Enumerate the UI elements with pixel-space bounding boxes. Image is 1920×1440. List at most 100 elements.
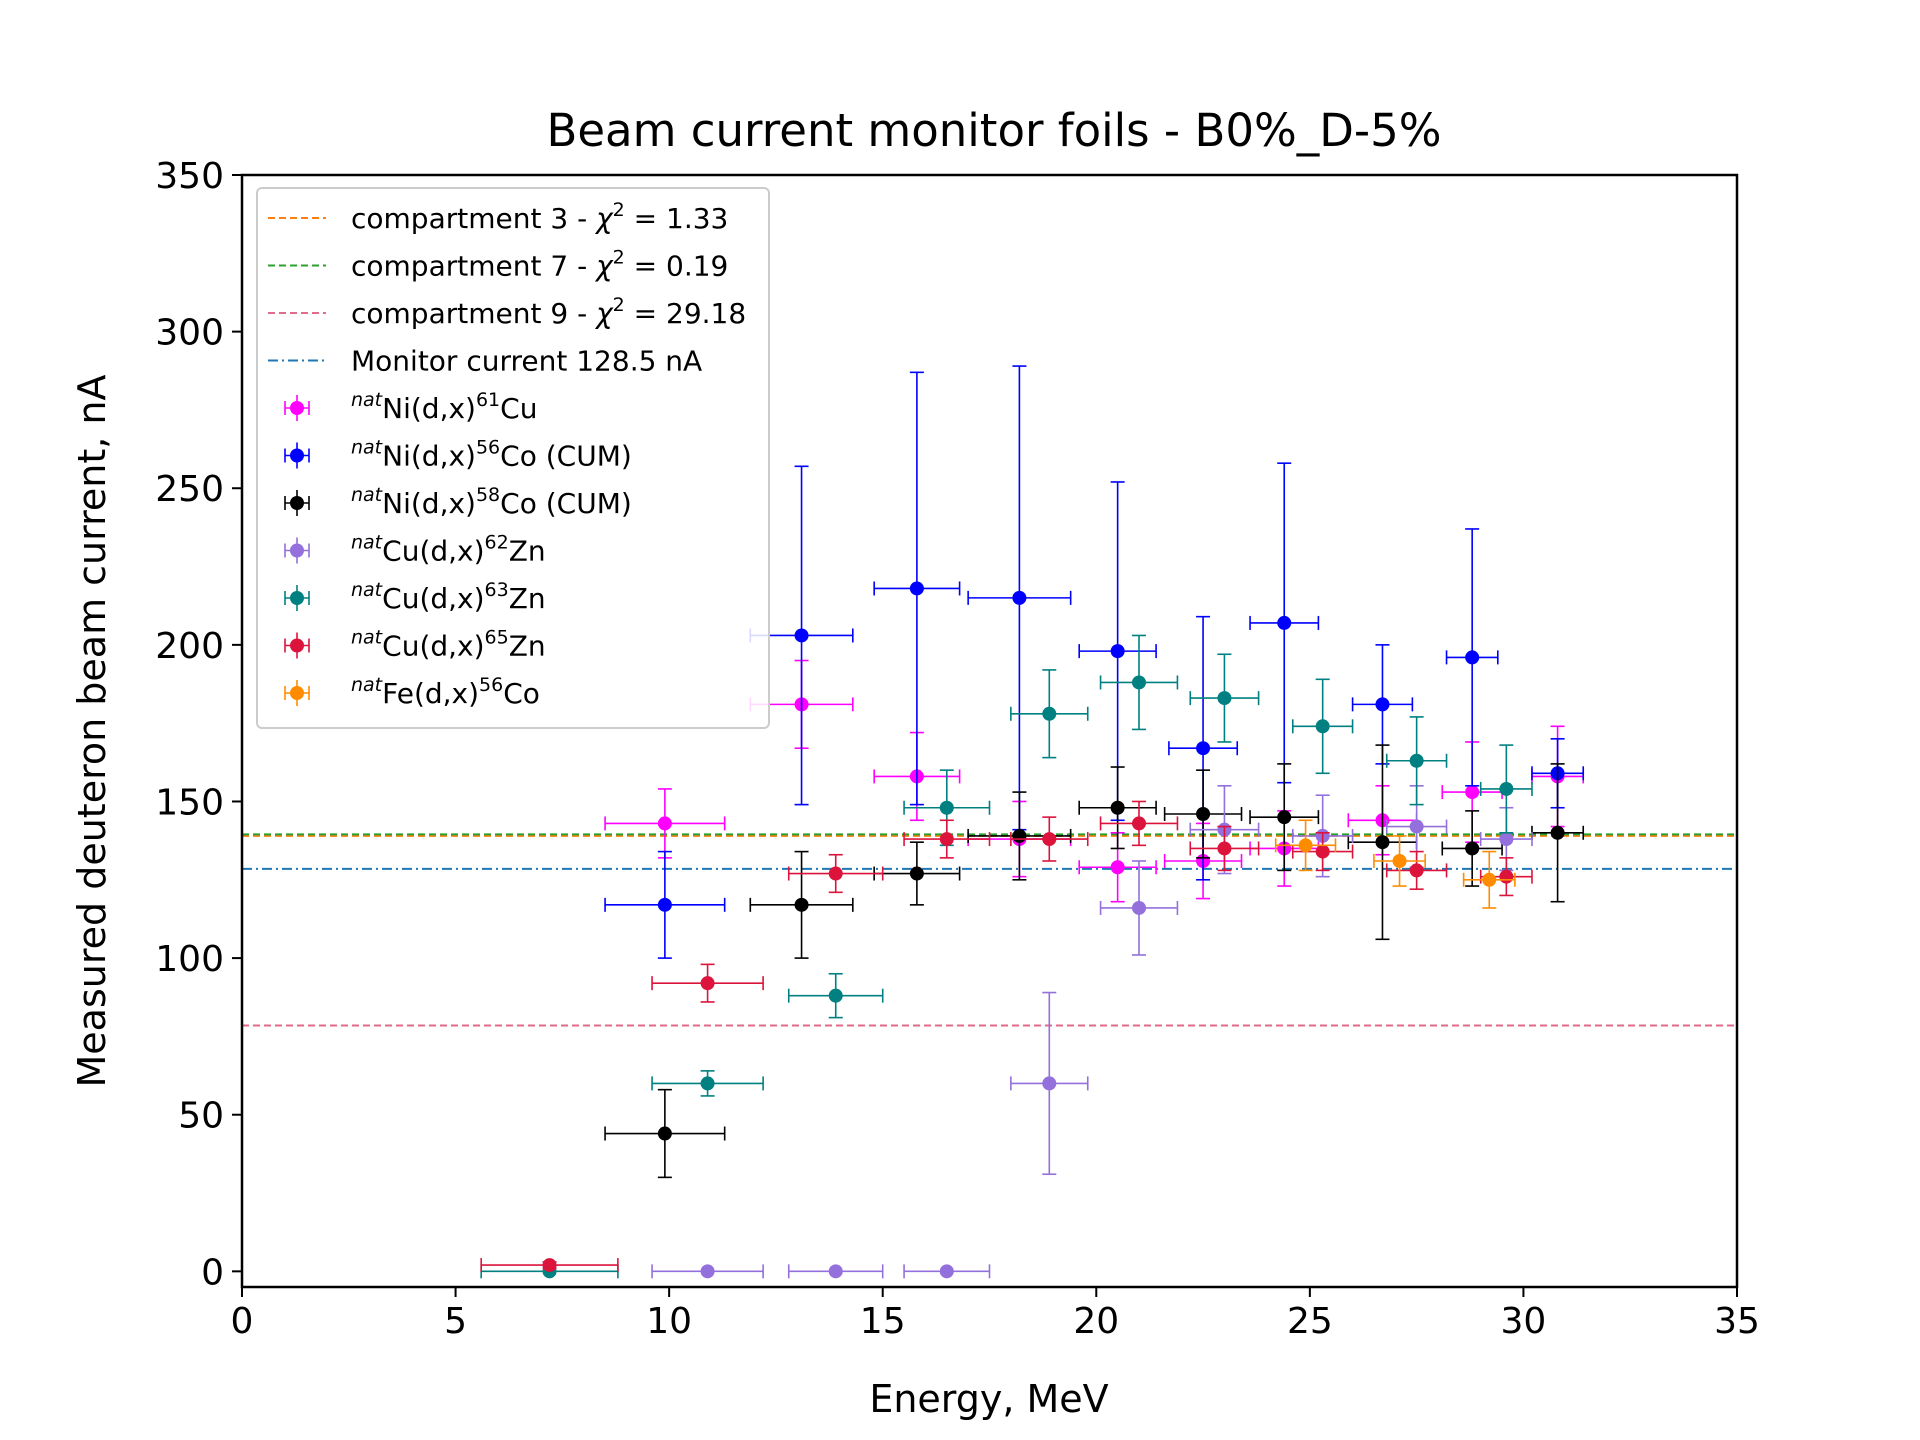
data-point-4-4	[1010, 669, 1089, 759]
data-point-5-3	[903, 819, 991, 859]
data-point-2-6	[1249, 763, 1320, 872]
marker	[542, 1258, 557, 1273]
legend-superscript: 2	[613, 294, 625, 316]
legend-swatch-marker	[290, 686, 304, 700]
legend-chi-value: = 29.18	[625, 297, 746, 330]
marker	[828, 988, 843, 1003]
data-point-4-8	[1385, 716, 1448, 806]
x-tick-label: 5	[444, 1301, 467, 1342]
legend-entry-label: compartment 9 -	[351, 297, 596, 330]
data-point-5-1	[651, 963, 764, 1003]
marker	[657, 897, 672, 912]
legend-series-product: Co	[503, 677, 540, 710]
series-5	[480, 800, 1533, 1273]
marker	[1409, 863, 1424, 878]
legend-series-product: Zn	[509, 535, 546, 568]
data-point-6-2	[1462, 850, 1516, 909]
legend-series-product: Co (CUM)	[500, 440, 632, 473]
legend-series-reaction: Ni(d,x)	[382, 392, 476, 425]
legend-series-prefix: nat	[351, 627, 384, 649]
marker	[1482, 872, 1497, 887]
y-tick-label: 50	[178, 1096, 224, 1137]
legend-swatch-marker	[290, 591, 304, 605]
legend-series-mass: 65	[485, 627, 509, 649]
marker	[1315, 719, 1330, 734]
data-point-3-2	[903, 1264, 991, 1279]
marker	[1132, 675, 1146, 690]
chart-title: Beam current monitor foils - B0%_D-5%	[547, 104, 1442, 157]
data-point-4-5	[1099, 634, 1179, 731]
marker	[1550, 825, 1565, 840]
legend-swatch-marker	[290, 401, 304, 415]
legend-entry-label: Monitor current 128.5 nA	[351, 345, 702, 378]
data-point-3-4	[1099, 860, 1179, 956]
data-point-2-4	[1078, 766, 1157, 850]
x-tick-label: 15	[860, 1301, 906, 1342]
data-point-6-1	[1373, 835, 1426, 887]
data-point-1-0	[604, 850, 726, 959]
legend-swatch-marker	[290, 448, 304, 463]
legend-series-mass: 56	[479, 674, 503, 696]
marker	[1465, 841, 1480, 856]
legend-superscript: 2	[613, 247, 625, 269]
legend-series-mass: 62	[485, 532, 509, 554]
legend-chi-symbol: χ	[594, 297, 614, 330]
marker	[1042, 832, 1057, 847]
y-tick-label: 300	[155, 313, 224, 354]
data-point-3-3	[1010, 991, 1089, 1176]
marker	[1375, 835, 1390, 850]
marker	[1277, 615, 1292, 630]
x-tick-label: 25	[1287, 1301, 1333, 1342]
legend-entry-0: compartment 3 - χ2 = 1.33	[351, 199, 728, 235]
x-tick-label: 0	[231, 1301, 254, 1342]
legend-chi-value: = 0.19	[625, 250, 729, 283]
legend-box	[256, 187, 770, 729]
data-point-5-0	[480, 1258, 619, 1273]
legend-series-product: Cu	[500, 392, 537, 425]
marker	[1012, 590, 1027, 605]
marker	[909, 866, 924, 881]
legend-chi-value: = 1.33	[625, 202, 729, 235]
plot-frame	[240, 173, 1739, 1289]
legend-swatch-marker	[290, 543, 304, 558]
data-point-3-1	[787, 1264, 884, 1279]
marker	[794, 628, 809, 643]
legend-series-prefix: nat	[351, 532, 384, 554]
marker	[1042, 1076, 1057, 1091]
legend-series-reaction: Ni(d,x)	[382, 440, 476, 473]
data-point-0-0	[604, 788, 726, 859]
marker	[939, 800, 954, 815]
legend-series-1: natNi(d,x)56Co (CUM)	[351, 437, 632, 473]
data-point-5-5	[1099, 800, 1179, 847]
data-point-5-6	[1189, 825, 1260, 872]
legend-series-prefix: nat	[351, 389, 384, 411]
legend-series-prefix: nat	[351, 674, 384, 696]
y-tick-label: 250	[155, 469, 224, 510]
legend-series-reaction: Cu(d,x)	[382, 535, 484, 568]
data-point-4-3	[903, 769, 991, 847]
marker	[1465, 785, 1480, 800]
marker	[657, 1126, 672, 1141]
x-tick-label: 30	[1501, 1301, 1547, 1342]
marker	[1409, 753, 1424, 768]
marker	[1110, 800, 1125, 815]
marker	[794, 897, 809, 912]
series-6	[1274, 819, 1516, 909]
data-point-5-2	[787, 853, 884, 894]
legend-series-product: Zn	[509, 582, 546, 615]
x-tick-label: 35	[1714, 1301, 1760, 1342]
data-point-1-6	[1249, 462, 1320, 784]
legend-series-reaction: Fe(d,x)	[382, 677, 479, 710]
marker	[657, 816, 672, 831]
y-tick-label: 350	[155, 156, 224, 197]
data-point-2-1	[749, 850, 854, 959]
data-point-2-2	[873, 841, 961, 906]
legend-series-0: natNi(d,x)61Cu	[351, 389, 537, 425]
legend-swatch-marker	[290, 638, 304, 653]
marker	[1110, 860, 1125, 875]
legend-series-reaction: Cu(d,x)	[382, 582, 484, 615]
marker	[828, 866, 843, 881]
legend-series-mass: 61	[476, 389, 500, 411]
y-tick-label: 0	[201, 1252, 224, 1293]
